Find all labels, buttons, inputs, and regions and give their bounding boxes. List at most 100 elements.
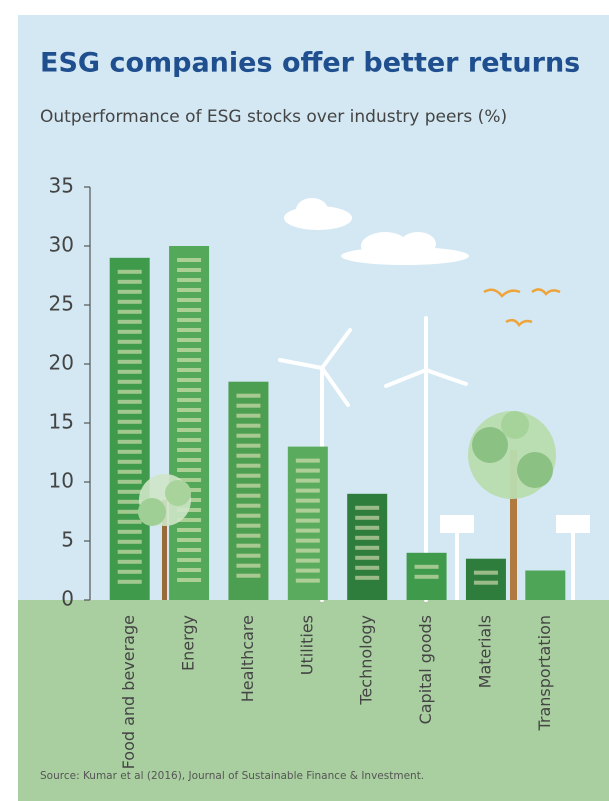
window	[355, 525, 380, 530]
window	[117, 419, 142, 424]
window	[177, 398, 202, 402]
window	[295, 468, 320, 473]
window	[177, 578, 202, 582]
window	[473, 570, 498, 575]
x-tick-label: Capital goods	[416, 615, 435, 724]
window	[177, 448, 202, 452]
window	[295, 488, 320, 493]
window	[117, 349, 142, 354]
window	[177, 548, 202, 552]
window	[295, 508, 320, 513]
window	[117, 579, 142, 584]
window	[177, 298, 202, 302]
window	[295, 558, 320, 563]
window	[117, 389, 142, 394]
y-tick-label: 25	[49, 292, 74, 316]
window	[177, 458, 202, 462]
window	[473, 580, 498, 585]
window	[117, 289, 142, 294]
window	[177, 428, 202, 432]
clouds	[284, 198, 469, 265]
window	[236, 543, 261, 548]
window	[355, 565, 380, 570]
window	[177, 358, 202, 362]
window	[236, 553, 261, 558]
window	[295, 458, 320, 463]
y-tick-label: 0	[61, 587, 74, 611]
window	[177, 538, 202, 542]
window	[177, 338, 202, 342]
chart-title: ESG companies offer better returns	[40, 48, 580, 79]
window	[236, 423, 261, 428]
window	[117, 559, 142, 564]
window	[117, 439, 142, 444]
window	[177, 468, 202, 472]
x-tick-label: Energy	[179, 615, 198, 671]
y-tick-label: 30	[49, 233, 74, 257]
window	[295, 498, 320, 503]
window	[117, 319, 142, 324]
window	[236, 573, 261, 578]
x-tick-label: Transportation	[535, 615, 554, 732]
window	[117, 409, 142, 414]
y-tick-label: 35	[49, 174, 74, 198]
window	[355, 555, 380, 560]
window	[177, 438, 202, 442]
window	[117, 449, 142, 454]
window	[117, 429, 142, 434]
window	[295, 518, 320, 523]
x-tick-label: Healthcare	[238, 615, 257, 702]
window	[117, 459, 142, 464]
x-tick-label: Materials	[475, 615, 494, 688]
window	[177, 258, 202, 262]
window	[177, 508, 202, 512]
x-tick-label: Food and beverage	[119, 615, 138, 769]
window	[295, 578, 320, 583]
window	[117, 399, 142, 404]
window	[117, 339, 142, 344]
window	[117, 479, 142, 484]
window	[236, 563, 261, 568]
window	[177, 368, 202, 372]
lamps	[440, 515, 590, 600]
window	[414, 564, 439, 569]
window	[177, 308, 202, 312]
window	[177, 318, 202, 322]
window	[117, 519, 142, 524]
window	[117, 509, 142, 514]
window	[117, 299, 142, 304]
window	[177, 278, 202, 282]
bar	[525, 570, 566, 600]
window	[117, 569, 142, 574]
window	[355, 515, 380, 520]
window	[117, 369, 142, 374]
y-tick-label: 10	[49, 469, 74, 493]
window	[117, 529, 142, 534]
window	[236, 483, 261, 488]
window	[355, 545, 380, 550]
window	[236, 513, 261, 518]
window	[177, 288, 202, 292]
window	[236, 393, 261, 398]
bar	[228, 381, 269, 600]
window	[236, 503, 261, 508]
window	[177, 418, 202, 422]
window	[177, 558, 202, 562]
window	[295, 478, 320, 483]
window	[117, 359, 142, 364]
window	[177, 528, 202, 532]
x-tick-label: Utilities	[297, 615, 316, 675]
window	[177, 348, 202, 352]
x-tick-label: Technology	[357, 615, 376, 706]
window	[236, 493, 261, 498]
window	[177, 568, 202, 572]
window	[236, 453, 261, 458]
window	[295, 528, 320, 533]
window	[177, 408, 202, 412]
window	[177, 518, 202, 522]
y-tick-label: 5	[61, 528, 74, 552]
window	[236, 523, 261, 528]
window	[236, 463, 261, 468]
window	[117, 309, 142, 314]
